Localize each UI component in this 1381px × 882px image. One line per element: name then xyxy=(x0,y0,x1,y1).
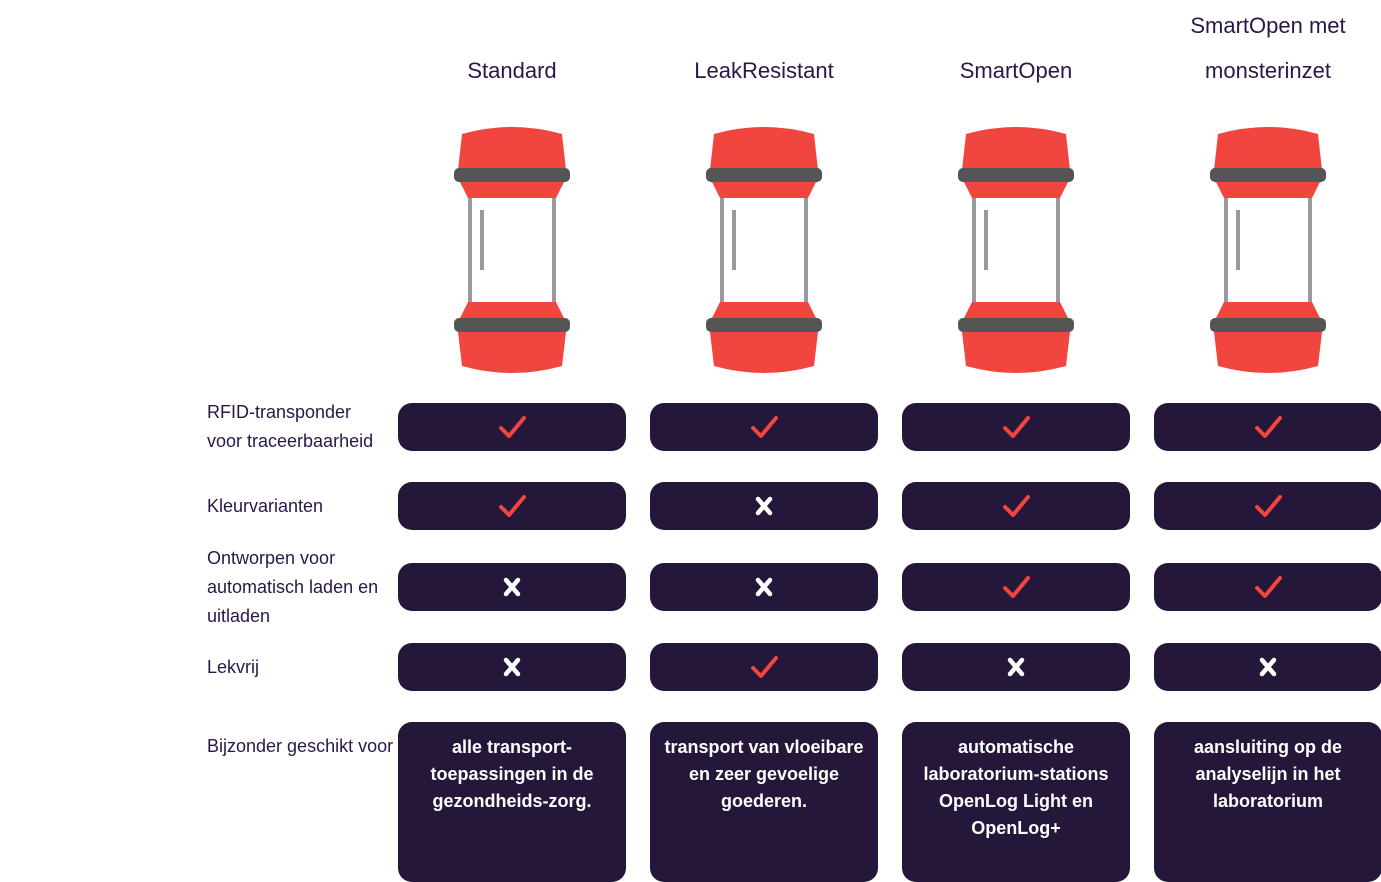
column-title: Standard xyxy=(467,58,557,83)
cell xyxy=(398,403,626,451)
cell-text: alle transport-toepassingen in de gezond… xyxy=(430,737,594,811)
row-label: Bijzonder geschikt voor xyxy=(207,736,394,756)
cell xyxy=(398,643,626,691)
cell-text: aansluiting op de analyselijn in het lab… xyxy=(1193,737,1342,811)
check-icon xyxy=(751,416,778,438)
cross-icon xyxy=(755,496,773,516)
cell xyxy=(902,563,1130,611)
cell xyxy=(398,482,626,530)
check-icon xyxy=(1255,576,1282,598)
check-icon xyxy=(499,416,526,438)
cell xyxy=(398,563,626,611)
cell xyxy=(1154,403,1381,451)
row-label: Lekvrij xyxy=(207,656,260,677)
cell: alle transport-toepassingen in de gezond… xyxy=(398,722,626,882)
row-label: RFID-transponder voor traceerbaarheid xyxy=(207,402,374,451)
check-icon xyxy=(1003,576,1030,598)
cross-icon xyxy=(1259,657,1277,677)
cross-icon xyxy=(1007,657,1025,677)
check-icon xyxy=(1255,495,1282,517)
cell xyxy=(902,643,1130,691)
cell xyxy=(1154,563,1381,611)
cell xyxy=(902,482,1130,530)
cell xyxy=(650,482,878,530)
cell-text: automatische laboratorium-stations OpenL… xyxy=(923,737,1109,838)
column-title: SmartOpen met monsterinzet xyxy=(1190,13,1346,83)
cell xyxy=(1154,643,1381,691)
check-icon xyxy=(1003,495,1030,517)
row-label: Ontworpen voor automatisch laden en uitl… xyxy=(207,547,379,626)
cell: aansluiting op de analyselijn in het lab… xyxy=(1154,722,1381,882)
tube-image xyxy=(704,125,824,375)
cell: automatische laboratorium-stations OpenL… xyxy=(902,722,1130,882)
check-icon xyxy=(1003,416,1030,438)
check-icon xyxy=(499,495,526,517)
cross-icon xyxy=(503,657,521,677)
cell xyxy=(650,643,878,691)
cell xyxy=(902,403,1130,451)
check-icon xyxy=(751,656,778,678)
tube-image xyxy=(956,125,1076,375)
column-title: LeakResistant xyxy=(694,58,834,83)
cell: transport van vloeibare en zeer gevoelig… xyxy=(650,722,878,882)
cell xyxy=(650,403,878,451)
check-icon xyxy=(1255,416,1282,438)
cross-icon xyxy=(755,577,773,597)
cell xyxy=(1154,482,1381,530)
tube-image xyxy=(452,125,572,375)
page: (() => { const data = JSON.parse(documen… xyxy=(207,13,1381,882)
column-title: SmartOpen xyxy=(959,58,1073,83)
cross-icon xyxy=(503,577,521,597)
tube-image xyxy=(1208,125,1328,375)
cell xyxy=(650,563,878,611)
cell-text: transport van vloeibare en zeer gevoelig… xyxy=(664,737,864,811)
row-label: Kleurvarianten xyxy=(207,495,324,516)
